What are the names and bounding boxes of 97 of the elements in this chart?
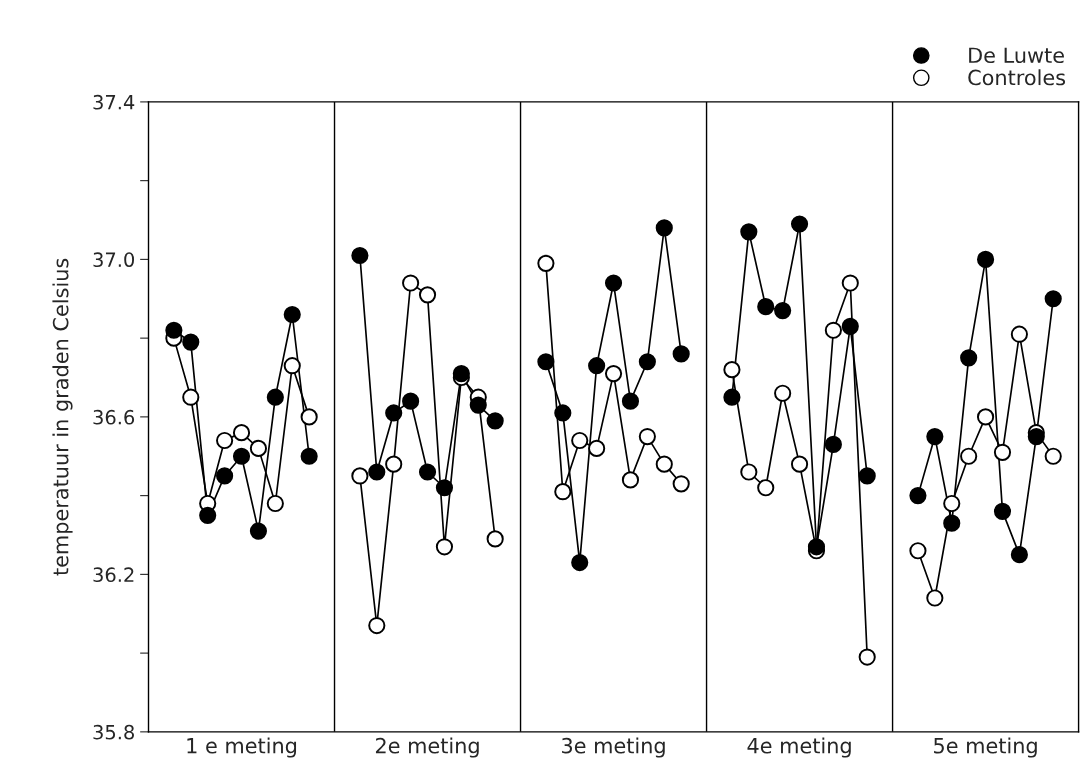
y-tick-label: 36.2 bbox=[93, 567, 134, 583]
point bbox=[402, 274, 420, 292]
point bbox=[469, 396, 487, 414]
point bbox=[604, 364, 623, 383]
point bbox=[283, 357, 301, 375]
point bbox=[537, 353, 555, 371]
y-axis-title: temperatuur in graden Celsius bbox=[52, 258, 73, 576]
point bbox=[943, 494, 961, 513]
x-tick-label: 4e meting bbox=[747, 737, 851, 758]
point bbox=[283, 305, 301, 324]
point bbox=[199, 506, 217, 524]
point bbox=[554, 483, 572, 501]
point bbox=[249, 522, 267, 540]
point bbox=[418, 286, 437, 304]
point bbox=[182, 388, 200, 406]
x-tick-label: 5e meting bbox=[934, 737, 1037, 758]
point bbox=[1044, 447, 1062, 465]
point bbox=[841, 274, 859, 292]
point bbox=[571, 553, 589, 572]
point bbox=[368, 616, 386, 635]
point bbox=[757, 298, 775, 316]
x-tick-label: 1 e meting bbox=[187, 737, 297, 758]
point bbox=[824, 321, 842, 339]
point bbox=[621, 471, 640, 489]
point bbox=[740, 223, 758, 241]
point bbox=[385, 404, 403, 422]
point bbox=[672, 345, 690, 363]
point bbox=[757, 479, 775, 497]
point bbox=[266, 388, 284, 406]
point bbox=[723, 388, 741, 406]
point bbox=[638, 427, 656, 446]
point bbox=[960, 447, 978, 465]
point bbox=[790, 215, 809, 233]
point bbox=[976, 408, 995, 426]
point bbox=[435, 538, 454, 556]
point bbox=[774, 302, 792, 320]
point bbox=[537, 254, 555, 272]
point bbox=[385, 455, 403, 473]
point bbox=[1044, 290, 1062, 308]
point bbox=[909, 542, 927, 560]
point bbox=[1010, 325, 1028, 343]
x-tick-label: 2e meting bbox=[375, 737, 479, 758]
point bbox=[368, 463, 386, 481]
point bbox=[435, 479, 454, 497]
point bbox=[554, 404, 572, 422]
point bbox=[300, 447, 318, 465]
point bbox=[351, 246, 369, 265]
point bbox=[790, 455, 809, 473]
point bbox=[486, 412, 504, 430]
point bbox=[604, 274, 623, 292]
point bbox=[672, 475, 690, 493]
y-tick-label: 37.4 bbox=[93, 94, 135, 110]
point bbox=[452, 364, 470, 383]
point bbox=[909, 487, 927, 505]
legend-label: De Luwte bbox=[969, 47, 1064, 64]
point bbox=[588, 357, 606, 375]
point bbox=[351, 467, 369, 485]
point bbox=[993, 502, 1012, 520]
point bbox=[216, 431, 234, 450]
point bbox=[723, 361, 741, 379]
point bbox=[402, 392, 420, 410]
legend-label: Controles bbox=[968, 69, 1066, 86]
point bbox=[216, 467, 234, 485]
point bbox=[774, 384, 792, 402]
point bbox=[588, 439, 606, 457]
point bbox=[621, 392, 640, 410]
point bbox=[232, 447, 251, 465]
point bbox=[638, 353, 656, 371]
point bbox=[418, 463, 437, 481]
point bbox=[182, 333, 200, 351]
point bbox=[943, 514, 961, 532]
point bbox=[1010, 546, 1028, 564]
point bbox=[960, 349, 978, 367]
y-tick-label: 36.6 bbox=[93, 409, 135, 425]
point bbox=[571, 431, 589, 450]
point bbox=[976, 250, 995, 268]
point bbox=[165, 321, 183, 339]
y-tick-label: 35.8 bbox=[93, 724, 134, 740]
point bbox=[807, 538, 826, 556]
point bbox=[655, 455, 673, 473]
point bbox=[655, 219, 673, 237]
point bbox=[486, 530, 504, 548]
point bbox=[926, 589, 944, 607]
point bbox=[300, 408, 318, 426]
y-tick-label: 37.0 bbox=[93, 252, 135, 268]
point bbox=[926, 427, 944, 446]
point bbox=[841, 317, 859, 335]
point bbox=[858, 648, 876, 666]
point bbox=[266, 494, 284, 513]
point bbox=[232, 424, 251, 442]
point bbox=[249, 439, 267, 457]
point bbox=[858, 467, 876, 485]
x-tick-label: 3e meting bbox=[562, 737, 665, 758]
point bbox=[740, 463, 758, 481]
point bbox=[993, 443, 1012, 461]
point bbox=[824, 435, 842, 454]
point bbox=[1027, 427, 1045, 446]
